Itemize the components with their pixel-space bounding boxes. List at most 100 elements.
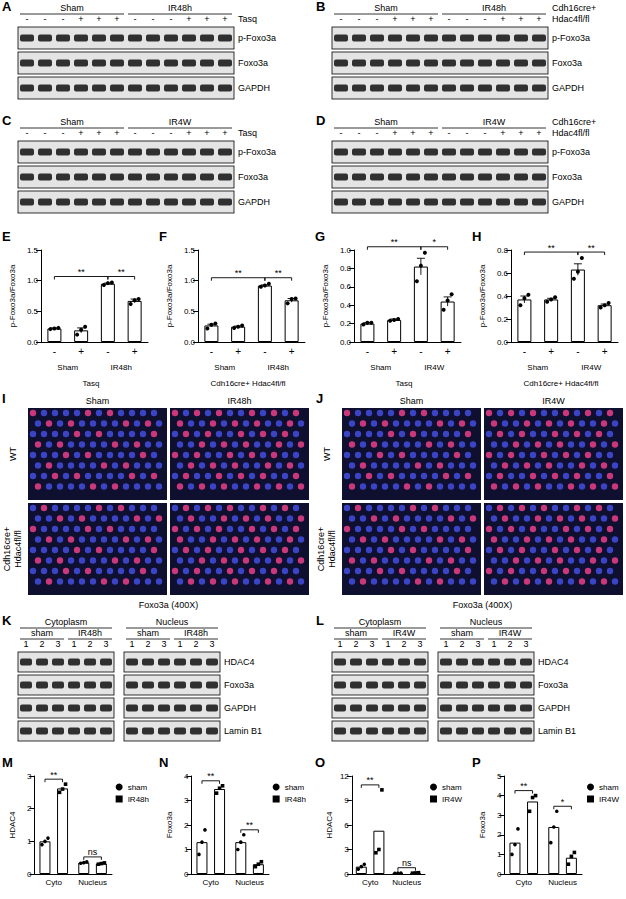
svg-text:Sham: Sham bbox=[527, 363, 548, 372]
svg-text:Nucleus: Nucleus bbox=[548, 878, 577, 887]
svg-text:GAPDH: GAPDH bbox=[238, 197, 270, 207]
svg-text:+: + bbox=[536, 14, 541, 24]
svg-text:3: 3 bbox=[161, 639, 166, 649]
svg-text:sham: sham bbox=[599, 783, 619, 792]
svg-text:sham: sham bbox=[345, 628, 367, 638]
svg-text:-: - bbox=[448, 128, 451, 138]
svg-text:1.0: 1.0 bbox=[27, 276, 39, 285]
svg-text:-: - bbox=[376, 128, 379, 138]
svg-text:1: 1 bbox=[184, 845, 189, 854]
svg-text:1.5: 1.5 bbox=[27, 246, 39, 255]
svg-text:+: + bbox=[222, 128, 227, 138]
svg-text:L: L bbox=[316, 614, 324, 628]
svg-text:p-Foxo3a: p-Foxo3a bbox=[238, 147, 276, 157]
svg-text:0: 0 bbox=[27, 870, 32, 879]
svg-text:p-Foxo3a: p-Foxo3a bbox=[238, 33, 276, 43]
svg-text:+: + bbox=[186, 14, 191, 24]
svg-text:2: 2 bbox=[459, 639, 464, 649]
svg-text:sham: sham bbox=[128, 783, 148, 792]
svg-text:G: G bbox=[315, 229, 325, 244]
svg-text:Nucleus: Nucleus bbox=[392, 878, 421, 887]
svg-text:IR48h: IR48h bbox=[184, 628, 208, 638]
svg-text:1: 1 bbox=[443, 639, 448, 649]
svg-text:Cdh16cre+ Hdac4fl/fl: Cdh16cre+ Hdac4fl/fl bbox=[211, 379, 286, 388]
svg-text:2: 2 bbox=[353, 639, 358, 649]
svg-text:0.0: 0.0 bbox=[184, 338, 196, 347]
svg-text:3: 3 bbox=[209, 639, 214, 649]
svg-text:+: + bbox=[548, 346, 554, 357]
svg-text:+: + bbox=[204, 14, 209, 24]
svg-text:-: - bbox=[53, 346, 56, 357]
svg-text:Tasq: Tasq bbox=[238, 128, 257, 138]
svg-text:Cytoplasm: Cytoplasm bbox=[359, 617, 402, 627]
svg-text:-: - bbox=[26, 14, 29, 24]
svg-text:1.0: 1.0 bbox=[184, 276, 196, 285]
svg-text:*: * bbox=[432, 237, 436, 247]
svg-text:3: 3 bbox=[55, 639, 60, 649]
svg-text:M: M bbox=[2, 755, 13, 770]
svg-text:1: 1 bbox=[71, 639, 76, 649]
svg-text:2: 2 bbox=[401, 639, 406, 649]
svg-text:-: - bbox=[62, 14, 65, 24]
svg-text:-: - bbox=[340, 128, 343, 138]
svg-text:+: + bbox=[235, 346, 241, 357]
svg-text:Cyto: Cyto bbox=[516, 878, 533, 887]
svg-text:-: - bbox=[576, 346, 579, 357]
svg-text:F: F bbox=[159, 229, 167, 244]
svg-text:C: C bbox=[2, 114, 12, 128]
svg-text:0.4: 0.4 bbox=[497, 292, 509, 301]
svg-text:H: H bbox=[472, 229, 481, 244]
svg-text:-: - bbox=[152, 128, 155, 138]
svg-text:p-Foxo3a: p-Foxo3a bbox=[552, 147, 590, 157]
svg-text:**: ** bbox=[118, 267, 126, 277]
svg-text:-: - bbox=[44, 128, 47, 138]
svg-text:-: - bbox=[376, 14, 379, 24]
svg-text:3: 3 bbox=[369, 639, 374, 649]
svg-text:Sham: Sham bbox=[57, 363, 78, 372]
svg-text:Cytoplasm: Cytoplasm bbox=[45, 617, 88, 627]
svg-text:1: 1 bbox=[129, 639, 134, 649]
svg-text:Foxo3a (400X): Foxo3a (400X) bbox=[139, 600, 199, 610]
svg-text:Cdh16cre+ Hdac4fl/fl: Cdh16cre+ Hdac4fl/fl bbox=[524, 379, 599, 388]
svg-text:+: + bbox=[289, 346, 295, 357]
svg-text:3: 3 bbox=[344, 845, 349, 854]
svg-text:1.5: 1.5 bbox=[184, 246, 196, 255]
svg-text:-: - bbox=[106, 346, 109, 357]
svg-text:WT: WT bbox=[8, 447, 18, 461]
svg-text:+: + bbox=[78, 14, 83, 24]
svg-text:Sham: Sham bbox=[60, 117, 84, 127]
svg-text:Nucleus: Nucleus bbox=[470, 617, 503, 627]
svg-text:0: 0 bbox=[184, 870, 189, 879]
svg-text:0.6: 0.6 bbox=[497, 269, 509, 278]
svg-text:0.0: 0.0 bbox=[27, 338, 39, 347]
svg-text:Cyto: Cyto bbox=[46, 878, 63, 887]
svg-text:Foxo3a: Foxo3a bbox=[165, 811, 174, 838]
svg-text:IR4W: IR4W bbox=[599, 795, 619, 804]
svg-text:+: + bbox=[114, 14, 119, 24]
svg-text:+: + bbox=[222, 14, 227, 24]
svg-text:1: 1 bbox=[491, 639, 496, 649]
svg-text:Foxo3a: Foxo3a bbox=[478, 811, 487, 838]
svg-text:sham: sham bbox=[285, 783, 305, 792]
svg-text:1: 1 bbox=[385, 639, 390, 649]
svg-text:**: ** bbox=[246, 820, 254, 830]
svg-text:IR4W: IR4W bbox=[393, 628, 416, 638]
svg-text:6: 6 bbox=[344, 821, 349, 830]
svg-text:-: - bbox=[134, 128, 137, 138]
svg-text:+: + bbox=[536, 128, 541, 138]
svg-text:2: 2 bbox=[27, 804, 32, 813]
svg-text:+: + bbox=[500, 128, 505, 138]
svg-text:+: + bbox=[518, 128, 523, 138]
svg-text:IR4W: IR4W bbox=[581, 363, 601, 372]
svg-text:Sham: Sham bbox=[60, 3, 84, 13]
svg-text:+: + bbox=[445, 346, 451, 357]
svg-text:+: + bbox=[392, 14, 397, 24]
svg-text:0.8: 0.8 bbox=[340, 264, 352, 273]
svg-text:0: 0 bbox=[344, 870, 349, 879]
svg-text:+: + bbox=[391, 346, 397, 357]
svg-text:1: 1 bbox=[27, 837, 32, 846]
svg-text:O: O bbox=[315, 755, 325, 770]
svg-text:Foxo3a: Foxo3a bbox=[238, 58, 268, 68]
svg-text:A: A bbox=[2, 0, 12, 14]
svg-text:**: ** bbox=[588, 243, 596, 253]
